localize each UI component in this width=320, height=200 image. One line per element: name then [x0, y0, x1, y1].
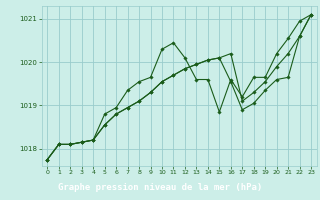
Text: Graphe pression niveau de la mer (hPa): Graphe pression niveau de la mer (hPa): [58, 182, 262, 192]
